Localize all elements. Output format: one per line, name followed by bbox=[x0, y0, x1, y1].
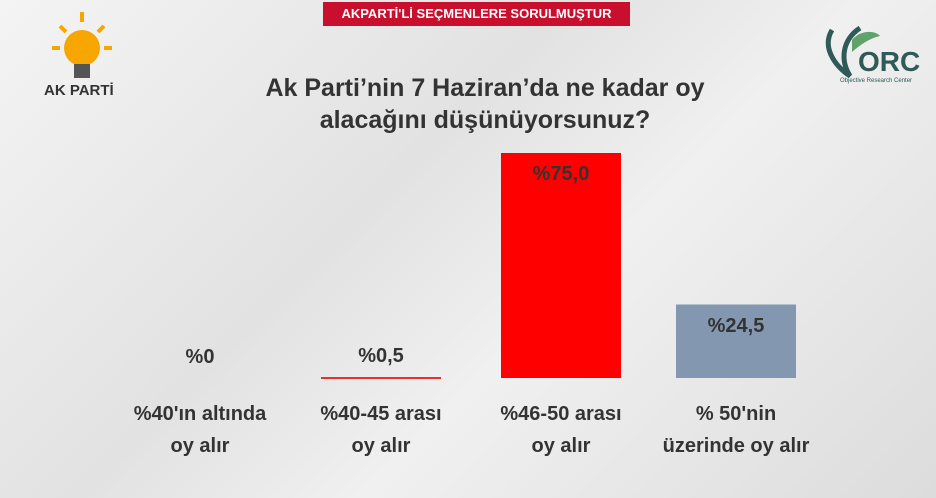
ak-logo-icon bbox=[52, 12, 112, 78]
bar bbox=[501, 153, 621, 378]
x-tick-label: %40'ın altında oy alır bbox=[133, 403, 267, 457]
value-label: %0,5 bbox=[358, 344, 404, 367]
x-tick-label: %40-45 arası oy alır bbox=[320, 403, 442, 457]
right-logo-subtext: Objective Research Center bbox=[840, 78, 913, 84]
value-label: %0 bbox=[185, 346, 215, 368]
left-logo-text: AK PARTİ bbox=[44, 82, 114, 99]
x-tick-label: %46-50 arası oy alır bbox=[500, 403, 622, 457]
right-logo-text: ORC bbox=[858, 46, 921, 77]
banner: AKPARTİ'Lİ SEÇMENLERE SORULMUŞTUR bbox=[323, 2, 630, 26]
bar bbox=[676, 304, 796, 378]
bar bbox=[321, 377, 441, 379]
value-label: %75,0 bbox=[532, 163, 590, 185]
chart-title: Ak Parti’nin 7 Haziran’da ne kadar oy al… bbox=[265, 74, 705, 134]
x-tick-label: % 50'nin üzerinde oy alır bbox=[662, 403, 810, 457]
orc-logo-icon bbox=[825, 25, 880, 79]
value-label: %24,5 bbox=[707, 314, 765, 337]
